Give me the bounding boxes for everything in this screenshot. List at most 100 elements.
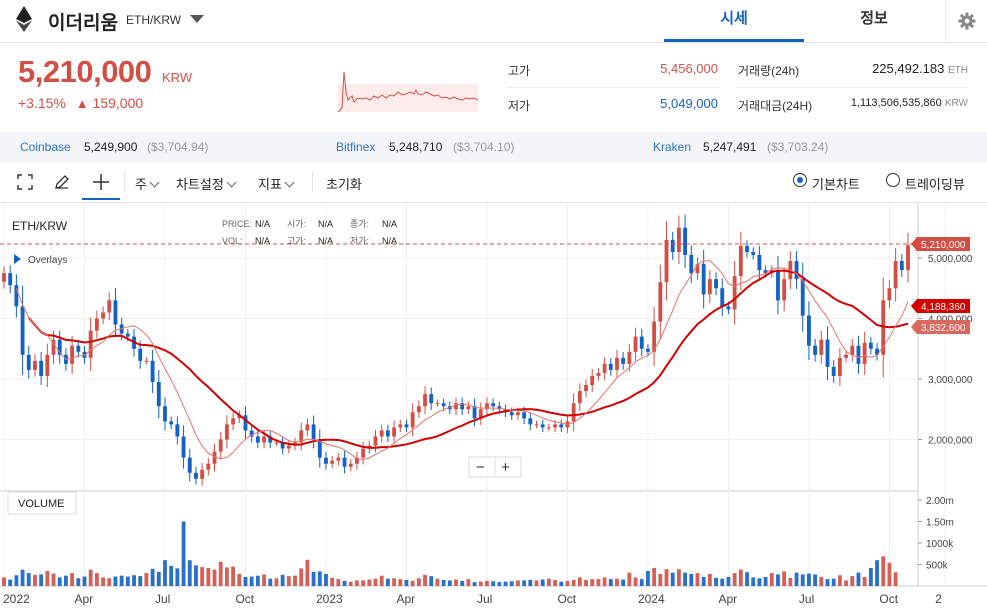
volume-bar xyxy=(286,576,291,586)
candle-body xyxy=(540,424,545,428)
pencil-icon[interactable] xyxy=(53,173,71,191)
candle-body xyxy=(299,430,304,443)
tab-price[interactable]: 시세 xyxy=(664,0,804,42)
candle-body xyxy=(887,288,892,301)
coin-pair[interactable]: ETH/KRW xyxy=(126,13,182,27)
crosshair-tool[interactable] xyxy=(82,166,120,200)
settings-button[interactable] xyxy=(945,0,987,42)
volume-bar xyxy=(528,579,533,586)
basic-chart-radio[interactable] xyxy=(793,173,807,187)
candle-body xyxy=(670,239,675,252)
volume-bar xyxy=(540,579,545,586)
candle-body xyxy=(200,469,205,479)
price-unit: KRW xyxy=(162,70,193,85)
candle-body xyxy=(472,406,477,419)
candle-body xyxy=(107,300,112,313)
fullscreen-icon[interactable] xyxy=(17,174,33,190)
candle-body xyxy=(478,409,483,419)
candle-body xyxy=(509,412,514,416)
time-tick-label: Oct xyxy=(557,592,576,606)
candle-body xyxy=(633,336,638,352)
candle-body xyxy=(701,264,706,295)
candle-body xyxy=(2,273,6,282)
volume-bar xyxy=(429,576,434,586)
candle-body xyxy=(683,227,688,255)
time-tick-label: Jul xyxy=(477,592,492,606)
candle-body xyxy=(138,348,143,361)
candle-body xyxy=(596,372,601,376)
reset-button[interactable]: 초기화 xyxy=(326,177,362,192)
volume-bar xyxy=(522,580,527,586)
volume-bar xyxy=(348,581,353,586)
time-tick-label: Jul xyxy=(799,592,814,606)
basic-chart-label[interactable]: 기본차트 xyxy=(812,177,860,192)
candle-body xyxy=(206,463,211,470)
indicators-dropdown[interactable]: 지표 xyxy=(258,174,295,193)
volume-bar xyxy=(559,581,564,586)
volume-24h-label: 거래량(24h) xyxy=(738,64,800,78)
volume-bar xyxy=(336,579,341,586)
candle-body xyxy=(379,430,384,437)
exchange-name[interactable]: Coinbase xyxy=(20,140,71,154)
candle-body xyxy=(33,360,37,370)
overlays-label[interactable]: Overlays xyxy=(28,255,67,266)
volume-bar xyxy=(664,569,669,586)
volume-tick-label: 1000k xyxy=(926,539,954,550)
current-price: 5,210,000 xyxy=(18,54,152,89)
volume-bar xyxy=(534,580,539,586)
candle-body xyxy=(361,448,366,458)
candle-body xyxy=(844,354,849,358)
volume-bar xyxy=(621,579,626,586)
volume-bar xyxy=(577,577,582,586)
candle-body xyxy=(175,424,180,437)
volume-bar xyxy=(825,579,830,586)
period-dropdown[interactable]: 주 xyxy=(135,174,160,193)
candle-body xyxy=(819,339,824,355)
tradingview-label[interactable]: 트레이딩뷰 xyxy=(905,177,965,192)
price-chart[interactable]: 5,000,0004,000,0003,000,0002,000,0002.00… xyxy=(0,203,987,608)
volume-bar xyxy=(485,580,489,586)
candle-body xyxy=(262,436,266,443)
period-label: 주 xyxy=(135,177,147,192)
candle-body xyxy=(280,442,285,449)
candle-body xyxy=(714,279,718,289)
chevron-down-icon[interactable] xyxy=(190,15,204,23)
volume-bar xyxy=(379,575,384,586)
volume-bar xyxy=(862,576,867,586)
volume-bar xyxy=(837,575,842,586)
volume-bar xyxy=(423,574,427,586)
exchange-name[interactable]: Bitfinex xyxy=(336,140,376,154)
tab-info[interactable]: 정보 xyxy=(860,10,888,27)
candle-body xyxy=(732,276,737,310)
candle-body xyxy=(627,351,632,364)
volume-bar xyxy=(658,573,663,586)
ma-long-line xyxy=(28,269,909,449)
zoom-in-button[interactable]: + xyxy=(501,459,510,476)
volume-bar xyxy=(385,578,390,586)
volume-bar xyxy=(553,579,557,586)
volume-bar xyxy=(497,582,502,586)
candle-body xyxy=(460,403,465,410)
zoom-out-button[interactable]: − xyxy=(476,459,485,476)
candle-body xyxy=(899,261,904,271)
chart-svg[interactable]: 5,000,0004,000,0003,000,0002,000,0002.00… xyxy=(0,203,987,608)
overlays-toggle-icon[interactable] xyxy=(14,254,21,264)
exchange-name[interactable]: Kraken xyxy=(653,140,692,154)
volume-title: VOLUME xyxy=(18,498,64,510)
volume-bar xyxy=(88,569,93,586)
volume-bar xyxy=(441,579,446,586)
volume-bar xyxy=(850,576,855,586)
volume-bar xyxy=(788,577,793,586)
volume-bar xyxy=(807,573,811,586)
candle-body xyxy=(639,336,644,349)
candle-body xyxy=(646,348,650,352)
candle-body xyxy=(868,342,873,349)
time-tick-label: 2023 xyxy=(316,592,343,606)
trade-amount-unit: KRW xyxy=(944,98,968,109)
candle-body xyxy=(404,424,409,428)
tradingview-radio[interactable] xyxy=(886,173,900,187)
volume-24h-unit: ETH xyxy=(948,65,968,76)
candle-body xyxy=(423,394,427,407)
chart-settings-dropdown[interactable]: 차트설정 xyxy=(176,174,237,193)
candle-body xyxy=(336,457,341,461)
